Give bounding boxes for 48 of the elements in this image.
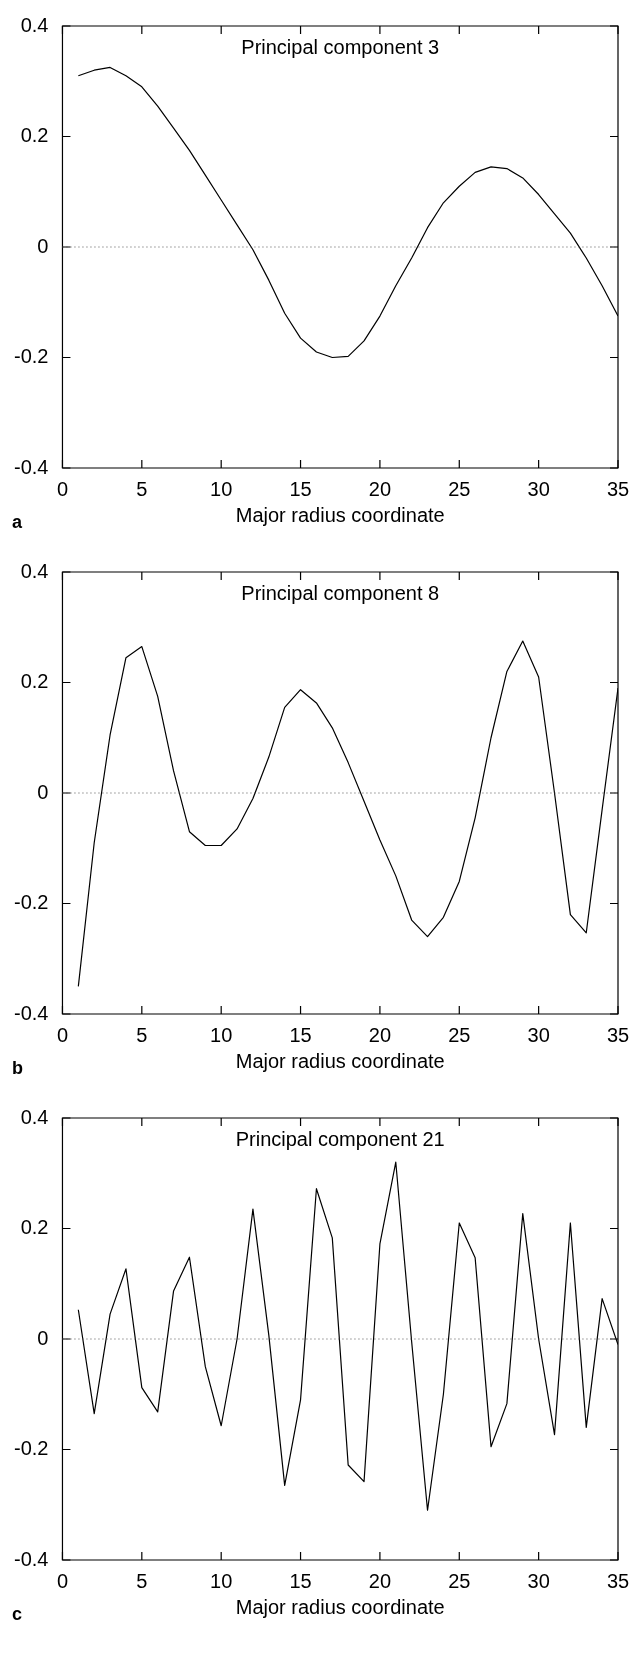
x-tick-label: 20 bbox=[368, 1569, 392, 1592]
x-tick-label: 5 bbox=[136, 477, 148, 500]
text: c bbox=[12, 1604, 23, 1625]
x-tick-label: 30 bbox=[527, 1569, 550, 1592]
y-tick-label: -0.4 bbox=[13, 455, 49, 478]
x-tick-label: 20 bbox=[368, 1023, 392, 1046]
text: a bbox=[12, 512, 23, 533]
x-tick-label: 5 bbox=[136, 1569, 148, 1592]
x-tick-label: 0 bbox=[56, 1023, 69, 1046]
y-tick-label: 0 bbox=[37, 780, 49, 803]
y-tick-label: 0.4 bbox=[20, 1105, 49, 1128]
y-tick-label: 0.2 bbox=[20, 670, 49, 693]
y-tick-label: 0.4 bbox=[20, 13, 49, 36]
x-tick-label: 5 bbox=[136, 1023, 148, 1046]
text: Principal component 3 bbox=[241, 35, 440, 58]
text: Principal component 21 bbox=[235, 1127, 445, 1150]
y-tick-label: 0 bbox=[37, 1326, 49, 1349]
x-axis-title: Major radius coordinate bbox=[235, 1049, 445, 1072]
y-tick-label: -0.2 bbox=[13, 345, 49, 368]
x-tick-label: 35 bbox=[606, 477, 630, 500]
y-tick-label: -0.2 bbox=[13, 891, 49, 914]
x-tick-label: 0 bbox=[56, 1569, 69, 1592]
x-tick-label: 10 bbox=[210, 477, 233, 500]
x-tick-label: 35 bbox=[606, 1569, 630, 1592]
y-tick-label: -0.4 bbox=[13, 1001, 49, 1024]
x-axis-title: Major radius coordinate bbox=[235, 1595, 445, 1618]
x-tick-label: 30 bbox=[527, 1023, 550, 1046]
x-tick-label: 30 bbox=[527, 477, 550, 500]
x-tick-label: 25 bbox=[448, 1023, 471, 1046]
text: b bbox=[12, 1058, 23, 1079]
y-tick-label: 0.2 bbox=[20, 1216, 49, 1239]
text: Principal component 8 bbox=[241, 581, 440, 604]
x-tick-label: 0 bbox=[56, 477, 69, 500]
x-tick-label: 25 bbox=[448, 477, 471, 500]
y-tick-label: 0.2 bbox=[20, 124, 49, 147]
x-tick-label: 10 bbox=[210, 1569, 233, 1592]
x-tick-label: 35 bbox=[606, 1023, 630, 1046]
x-axis-title: Major radius coordinate bbox=[235, 503, 445, 526]
x-tick-label: 15 bbox=[289, 1023, 312, 1046]
y-tick-label: 0 bbox=[37, 234, 49, 257]
x-tick-label: 20 bbox=[368, 477, 392, 500]
x-tick-label: 25 bbox=[448, 1569, 471, 1592]
x-tick-label: 15 bbox=[289, 477, 312, 500]
x-tick-label: 10 bbox=[210, 1023, 233, 1046]
y-tick-label: 0.4 bbox=[20, 559, 49, 582]
y-tick-label: -0.2 bbox=[13, 1437, 49, 1460]
y-tick-label: -0.4 bbox=[13, 1547, 49, 1570]
x-tick-label: 15 bbox=[289, 1569, 312, 1592]
